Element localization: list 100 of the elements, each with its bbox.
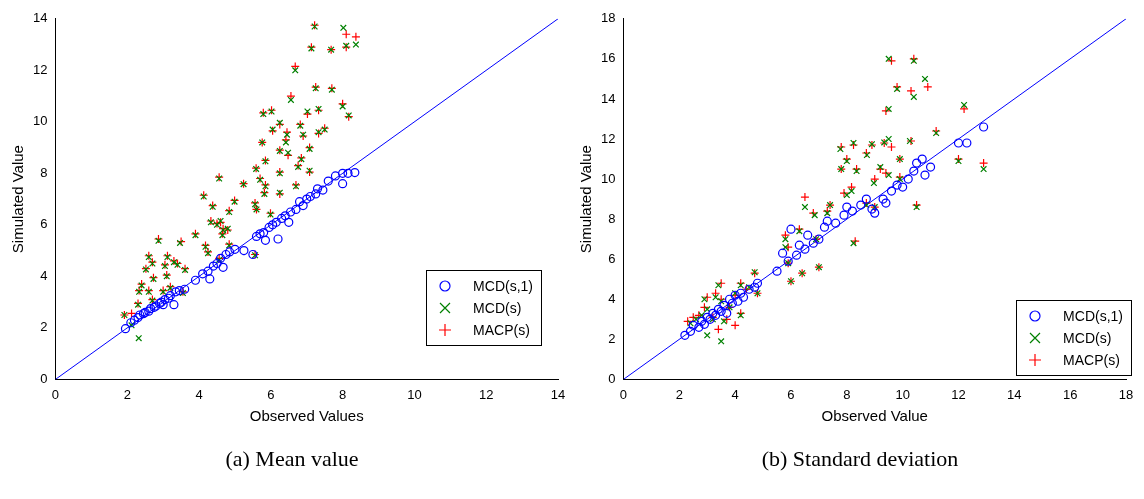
point [212,258,222,269]
point [298,200,308,211]
point [892,180,902,190]
x-tick-label: 16 [1062,386,1078,402]
point [979,122,989,132]
y-tick-label: 4 [608,290,616,306]
x-tick-label: 8 [339,386,347,402]
point [898,182,908,192]
point [909,166,919,176]
point [724,294,735,304]
point [285,207,296,217]
point [772,266,782,276]
point [169,300,179,310]
legend-label: MCD(s) [473,300,522,316]
point [203,266,213,276]
y-tick-label: 16 [600,50,616,66]
x-tick-label: 14 [1007,386,1022,402]
x-tick-label: 12 [478,386,494,402]
x-tick-label: 12 [951,386,966,402]
point [727,298,737,308]
point [190,275,201,285]
point [738,292,749,302]
x-tick-label: 2 [675,386,683,402]
x-tick-label: 2 [123,386,131,402]
point [750,282,760,292]
point [791,250,802,260]
y-tick-label: 0 [40,370,48,386]
x-axis-title: Observed Value [821,407,928,425]
point [861,194,871,204]
y-tick-label: 2 [608,330,616,346]
point [323,176,333,186]
y-tick-label: 6 [40,216,48,232]
x-tick-label: 10 [407,386,422,402]
point [318,185,328,195]
x-tick-label: 14 [550,386,566,402]
point [808,238,818,248]
point [719,300,729,310]
y-tick-label: 4 [40,267,48,283]
point [786,224,796,234]
point [230,244,240,254]
point [870,208,880,218]
x-tick-label: 0 [51,386,60,402]
point [962,138,972,148]
point [847,206,857,216]
x-tick-label: 0 [619,386,628,402]
point [685,326,696,336]
x-tick-label: 8 [843,386,851,402]
point [733,296,743,306]
point [917,154,927,164]
point [224,247,235,257]
y-axis-title: Simulated Value [577,145,595,254]
y-axis-title: Simulated Value [9,145,27,254]
point [842,202,852,212]
point [251,231,262,242]
point [903,174,913,184]
point [953,138,964,148]
x-axis-title: Observed Values [249,407,364,425]
point [878,194,888,204]
point [273,234,283,244]
point [259,227,269,238]
y-tick-label: 10 [32,113,48,129]
text: (a) Mean value [224,446,360,472]
y-tick-label: 14 [600,90,616,106]
y-tick-label: 10 [600,170,616,186]
x-tick-label: 4 [731,386,739,402]
point [839,210,849,220]
point [920,170,930,180]
point [218,262,228,272]
point [822,216,832,226]
point [800,244,810,254]
point [694,322,704,332]
x-tick-label: 10 [895,386,910,402]
point [338,168,348,178]
legend-label: MACP(s) [1063,352,1120,368]
point [284,217,294,227]
point [198,269,208,279]
legend-label: MCD(s) [1063,330,1112,346]
point [160,294,170,305]
point [312,184,323,194]
y-tick-label: 12 [600,130,616,146]
point [688,320,698,330]
point [120,324,131,334]
x-tick-label: 18 [1118,386,1134,402]
point [311,189,321,199]
point [129,315,140,325]
point [912,158,922,168]
point [294,197,305,207]
point [330,171,341,181]
y-tick-label: 14 [32,10,48,26]
point [264,222,274,233]
point [778,248,788,258]
point [881,198,891,208]
point [338,179,348,189]
x-tick-label: 4 [195,386,203,402]
legend-label: MCD(s,1) [1063,308,1123,324]
point [208,261,218,271]
y-tick-label: 12 [32,61,48,77]
y-tick-label: 8 [40,164,48,180]
point [680,330,690,340]
point [831,218,841,228]
